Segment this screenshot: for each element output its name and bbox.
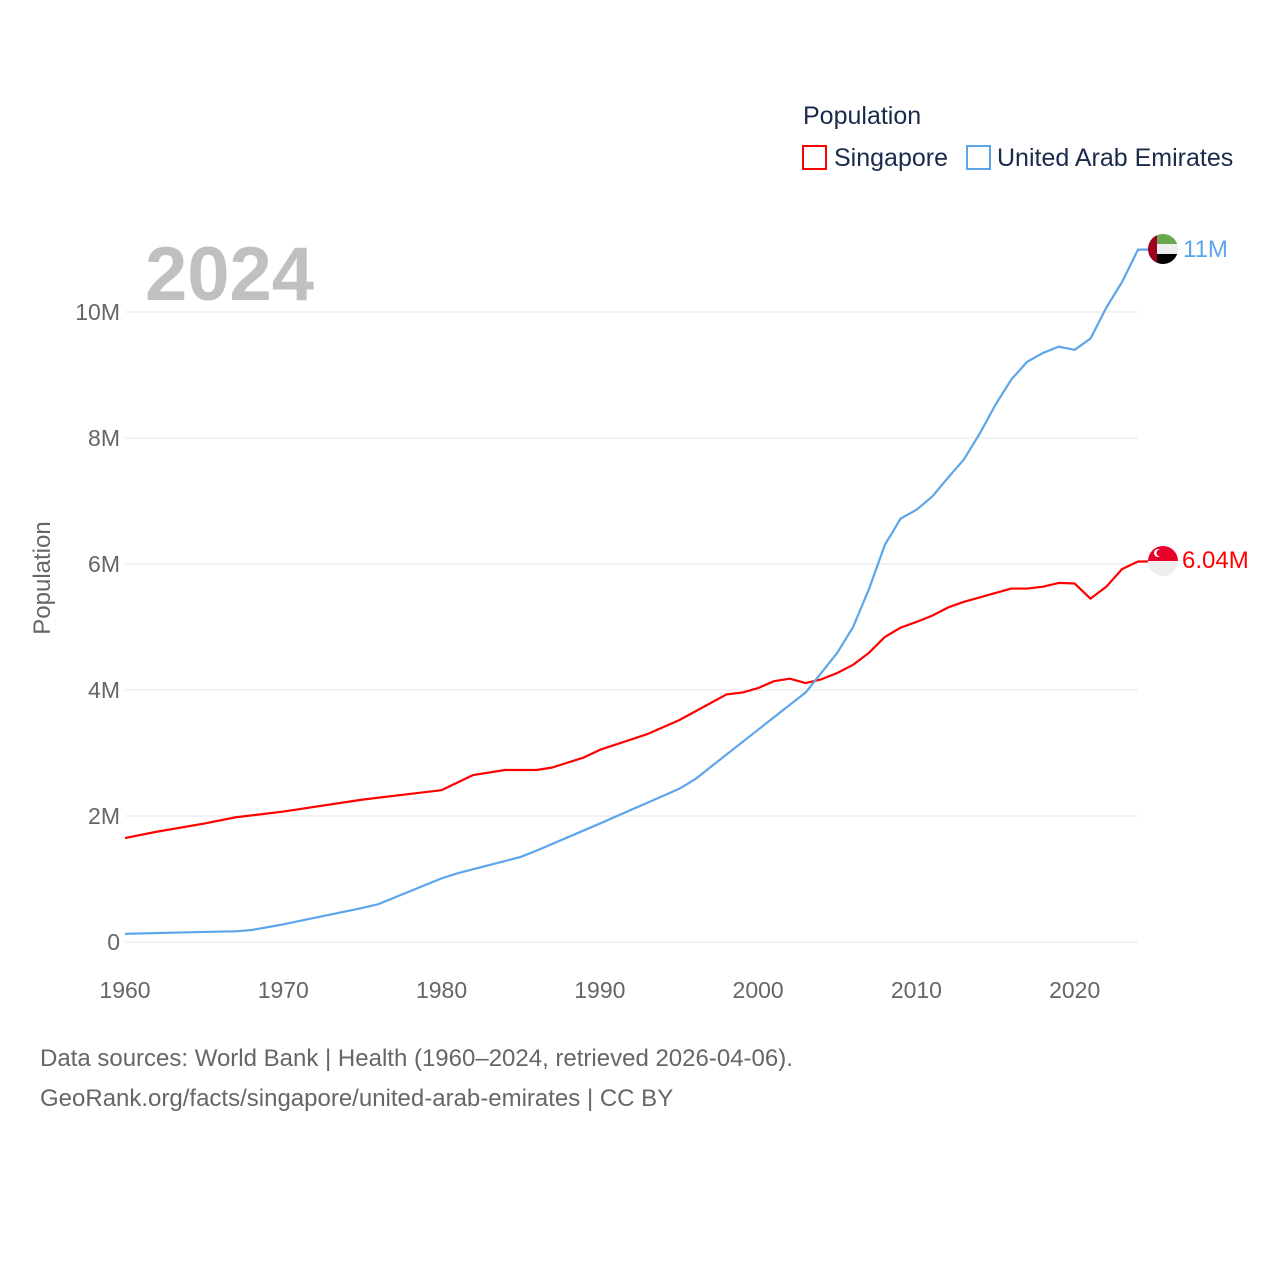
footer-link[interactable]: GeoRank.org/facts/singapore/united-arab-… — [40, 1085, 674, 1112]
uae-flag-icon — [1148, 234, 1178, 264]
y-tick-label: 8M — [88, 425, 120, 451]
series-line-uae — [124, 248, 1148, 935]
y-tick-label: 0 — [107, 929, 120, 955]
x-tick-label: 1990 — [574, 977, 625, 1003]
legend-swatch-uae — [966, 145, 991, 170]
y-tick-label: 6M — [88, 551, 120, 577]
x-tick-label: 2020 — [1049, 977, 1100, 1003]
x-tick-label: 1970 — [258, 977, 309, 1003]
y-tick-label: 2M — [88, 803, 120, 829]
x-tick-label: 2000 — [733, 977, 784, 1003]
y-axis-label: Population — [29, 521, 56, 634]
singapore-flag-icon — [1148, 546, 1178, 576]
legend-label-singapore: Singapore — [834, 144, 948, 172]
y-tick-label: 4M — [88, 677, 120, 703]
legend-label-uae: United Arab Emirates — [997, 144, 1233, 172]
year-watermark: 2024 — [145, 232, 314, 317]
x-tick-label: 1980 — [416, 977, 467, 1003]
legend-item-uae[interactable]: United Arab Emirates — [966, 144, 1233, 172]
series-line-singapore — [124, 560, 1148, 840]
end-label-uae: 11M — [1183, 236, 1228, 263]
legend-item-singapore[interactable]: Singapore — [802, 144, 948, 172]
y-tick-label: 10M — [75, 299, 120, 325]
footer-sources: Data sources: World Bank | Health (1960–… — [40, 1045, 793, 1072]
end-label-singapore: 6.04M — [1182, 547, 1249, 574]
legend-title: Population — [803, 102, 921, 130]
x-tick-label: 2010 — [891, 977, 942, 1003]
legend-swatch-singapore — [802, 145, 827, 170]
x-tick-label: 1960 — [99, 977, 150, 1003]
